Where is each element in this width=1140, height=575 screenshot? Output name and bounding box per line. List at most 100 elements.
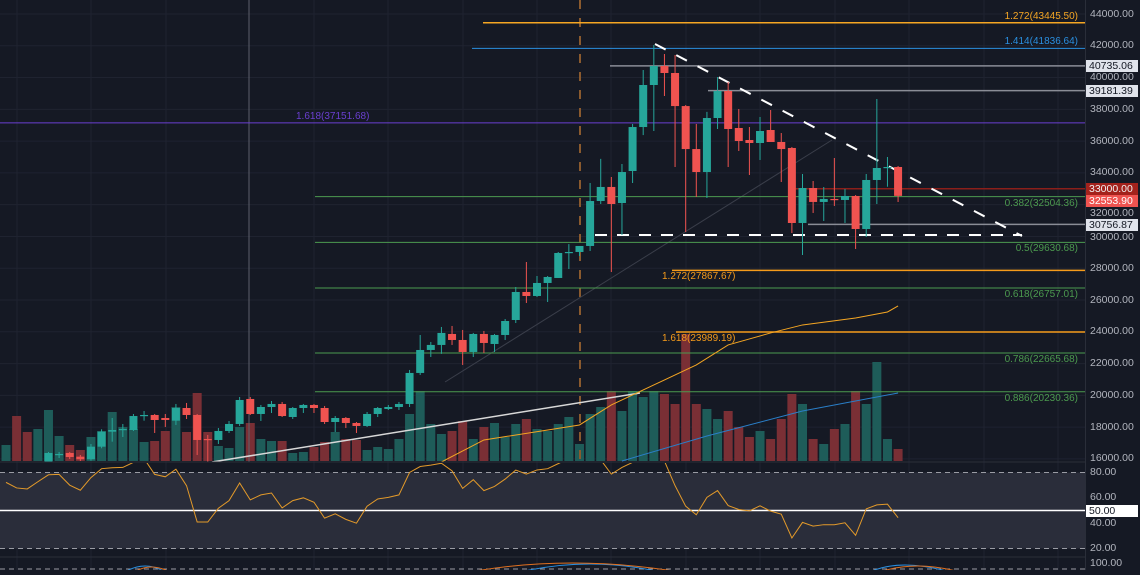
moving-average-line (441, 305, 899, 462)
price-tag: 30756.87 (1086, 219, 1138, 232)
lower-indicator-line-blue (873, 564, 945, 570)
candle-up (225, 420, 234, 433)
rsi-tick-label: 40.00 (1090, 516, 1117, 529)
candle-body (320, 407, 329, 422)
candle-body (65, 452, 74, 457)
candle-down (341, 416, 350, 428)
volume-bar (819, 444, 829, 461)
candle-down (76, 454, 85, 461)
fib-level-label: 1.618(23989.19) (662, 332, 736, 344)
candle-down (150, 413, 159, 433)
volume-bar (617, 411, 627, 461)
lower-indicator-line-blue (127, 565, 163, 570)
volume-bar (224, 448, 234, 461)
volume-bar (309, 447, 319, 461)
candle-down (660, 53, 669, 96)
candle-up (702, 111, 711, 198)
candle-down (65, 451, 74, 459)
candle-body (490, 334, 499, 344)
candle-body (299, 404, 308, 408)
candle-body (267, 403, 276, 407)
candle-up (437, 326, 446, 354)
volume-bar (12, 416, 22, 461)
volume-bar (734, 427, 744, 461)
candle-up (564, 244, 573, 269)
volume-bar (872, 362, 882, 461)
volume-bar (182, 432, 192, 461)
volume-bar (511, 424, 521, 461)
candle-up (883, 156, 892, 187)
price-tag: 39181.39 (1086, 84, 1138, 97)
candle-body (150, 414, 159, 420)
rsi-tick-label: 20.00 (1090, 542, 1117, 554)
candle-down (309, 403, 318, 413)
candle-body (649, 66, 658, 85)
candle-body (671, 72, 680, 107)
fib-level-label: 0.886(20230.36) (1004, 392, 1078, 404)
candle-body (533, 282, 541, 296)
candle-body (819, 198, 828, 202)
candle-up (628, 123, 637, 183)
candles (44, 45, 903, 462)
candle-up (55, 451, 64, 458)
price-tag: 40735.06 (1086, 59, 1138, 72)
volume-bar (128, 429, 138, 461)
volume-bar (766, 439, 776, 461)
candle-up (97, 429, 106, 449)
candle-up (756, 116, 765, 160)
candle-down (193, 413, 202, 455)
fib-level-label: 1.272(43445.50) (1004, 10, 1078, 22)
candle-body (363, 413, 372, 426)
volume-bar (415, 391, 425, 461)
candle-up (384, 404, 393, 410)
candle-up (171, 403, 180, 425)
rsi-line (5, 463, 899, 540)
candle-body (840, 195, 849, 200)
price-tick-label: 24000.00 (1090, 325, 1134, 338)
candle-up (639, 70, 648, 136)
candle-up (86, 443, 95, 461)
diagonal-ray-drawing[interactable] (444, 139, 833, 383)
ascending-trendline[interactable] (211, 392, 641, 462)
candle-body (394, 403, 403, 407)
candle-up (469, 332, 478, 357)
candle-body (278, 403, 287, 417)
fib-level-label: 0.382(32504.36) (1004, 197, 1078, 209)
volume-bar (500, 437, 510, 461)
candle-body (713, 90, 722, 119)
candle-body (777, 141, 786, 150)
candle-down (161, 413, 170, 427)
volume-bar (245, 423, 255, 461)
candle-up (511, 286, 520, 323)
volume-bar (256, 439, 266, 461)
candle-up (44, 451, 53, 462)
candle-down (479, 330, 488, 353)
candle-up (267, 400, 276, 413)
price-tick-label: 16000.00 (1090, 452, 1134, 465)
volume-bar (490, 423, 500, 461)
volume-bar (532, 429, 542, 461)
volume-bar (22, 432, 32, 461)
candle-body (97, 431, 106, 447)
candle-body (862, 179, 871, 229)
candle-up (586, 182, 595, 251)
volume-bar (394, 439, 404, 461)
candle-body (448, 333, 457, 340)
candle-body (543, 276, 552, 283)
volume-bar (702, 409, 712, 461)
volume-bar (776, 419, 786, 461)
candle-up (118, 423, 127, 437)
candle-up (575, 245, 584, 257)
candle-body (639, 84, 648, 128)
volume-bar (861, 404, 871, 461)
candle-down (809, 180, 818, 213)
candle-down (894, 165, 903, 202)
volume-bar (893, 449, 903, 461)
volume-bar (458, 421, 468, 461)
volume-bar (139, 442, 149, 461)
descending-trendline[interactable] (654, 43, 1023, 237)
volume-bar (118, 427, 128, 461)
volume-bar (723, 411, 733, 461)
